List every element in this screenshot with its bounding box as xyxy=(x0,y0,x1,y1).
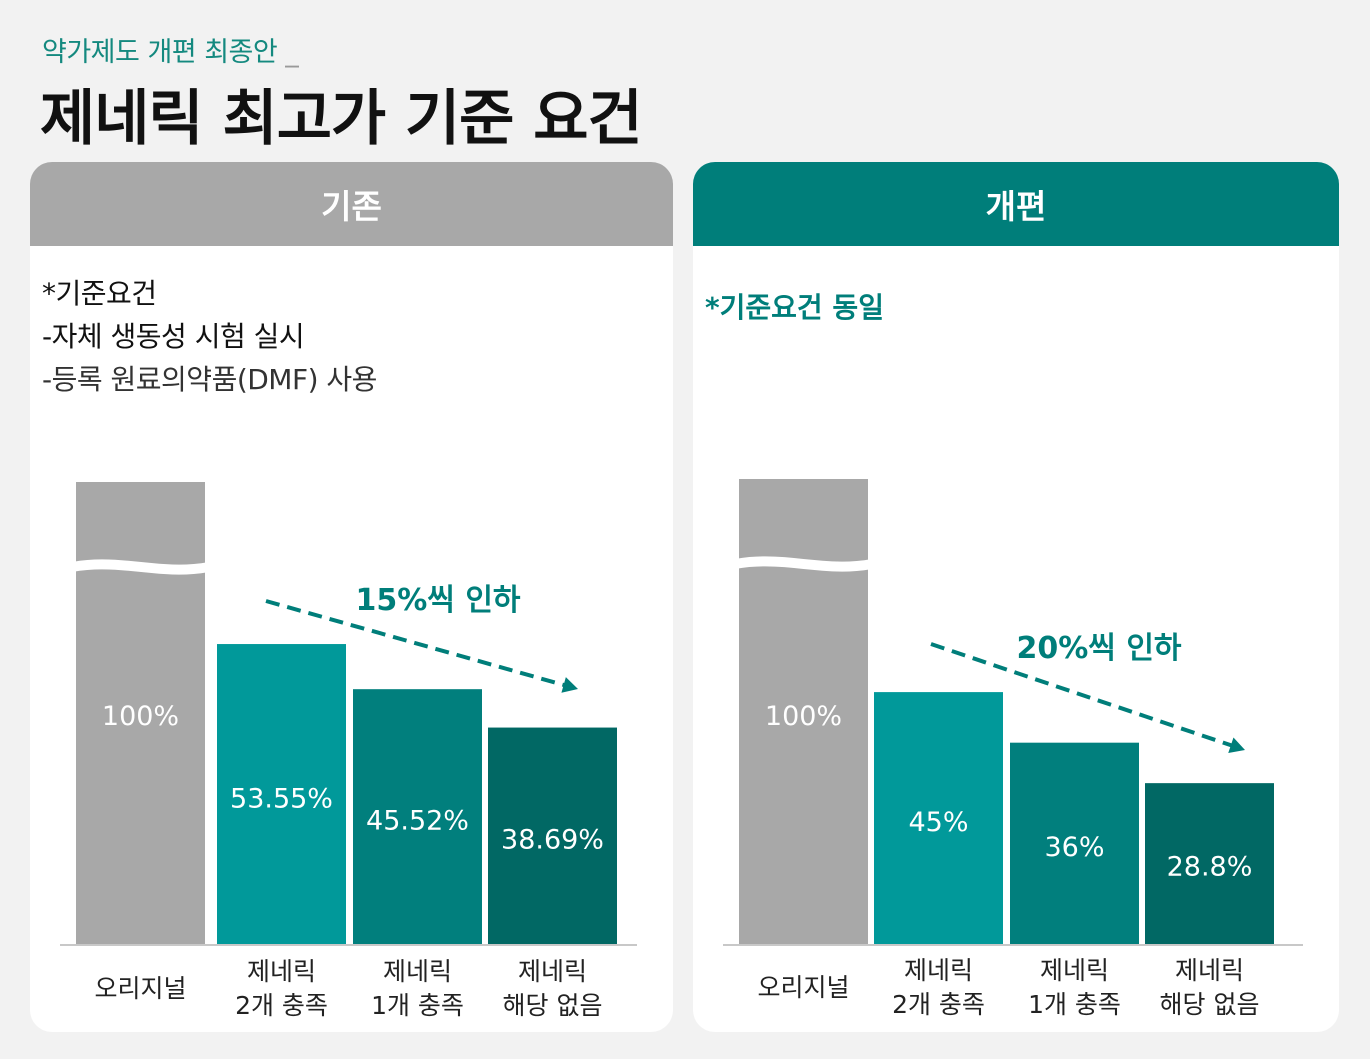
criteria-item-dmf: -등록 원료의약품(DMF) 사용 xyxy=(42,363,377,396)
data-label-1: 100% xyxy=(102,701,179,732)
category-label-2: 제네릭 2개 충족 xyxy=(892,956,985,1019)
data-label-4: 28.8% xyxy=(1167,852,1253,883)
data-label-2: 45% xyxy=(908,807,968,838)
axis-break-mark xyxy=(735,556,872,572)
trend-arrow-head xyxy=(561,677,578,693)
criteria-title: *기준요건 xyxy=(42,277,157,310)
bar-2 xyxy=(217,644,346,945)
bar-4 xyxy=(1145,783,1274,945)
panel-existing: 기존 *기준요건 -자체 생동성 시험 실시 -등록 원료의약품(DMF) 사용… xyxy=(30,162,673,1032)
trend-arrow-line xyxy=(930,642,1235,749)
panel-header-existing: 기존 xyxy=(30,162,673,246)
data-label-1: 100% xyxy=(765,701,842,732)
reduction-annotation: 20%씩 인하 xyxy=(1016,631,1181,666)
bar-1 xyxy=(76,482,205,945)
page-title: 제네릭 최고가 기준 요건 xyxy=(40,84,643,154)
bar-chart-existing: 100% 오리지널 53.55% 제네릭 2개 충족 45.52% 제네릭 1개 충족 38.6… xyxy=(60,482,637,1020)
category-label-4: 제네릭 해당 없음 xyxy=(503,957,603,1020)
reduction-annotation: 15%씩 인하 xyxy=(355,583,520,618)
page-subtitle: 약가제도 개편 최종안 _ xyxy=(42,37,299,68)
category-label-1: 오리지널 xyxy=(94,974,186,1003)
criteria-list-existing: *기준요건 -자체 생동성 시험 실시 -등록 원료의약품(DMF) 사용 xyxy=(42,272,377,401)
trend-arrow-head xyxy=(1228,737,1245,753)
criteria-item-bioequivalence: -자체 생동성 시험 실시 xyxy=(42,320,305,353)
panel-reformed: 개편 *기준요건 동일 100% 오리지널 45% 제네릭 2개 충족 36% 제네릭 1개 … xyxy=(693,162,1339,1032)
category-label-3: 제네릭 1개 충족 xyxy=(371,957,464,1020)
data-label-3: 36% xyxy=(1044,832,1104,863)
category-label-2: 제네릭 2개 충족 xyxy=(235,957,328,1020)
bar-4 xyxy=(488,727,617,945)
bar-3 xyxy=(1010,742,1139,945)
criteria-same-note: *기준요건 동일 xyxy=(705,291,884,324)
bar-chart-reformed: 100% 오리지널 45% 제네릭 2개 충족 36% 제네릭 1개 충족 28.8% 제네릭 해당… xyxy=(723,479,1303,1019)
bar-3 xyxy=(353,689,482,945)
axis-break-mark xyxy=(72,559,209,575)
data-label-4: 38.69% xyxy=(501,824,604,855)
category-label-1: 오리지널 xyxy=(757,973,849,1002)
category-label-4: 제네릭 해당 없음 xyxy=(1160,956,1260,1019)
data-label-2: 53.55% xyxy=(230,784,333,815)
subtitle-mark: _ xyxy=(285,37,299,68)
category-label-3: 제네릭 1개 충족 xyxy=(1028,956,1121,1019)
bar-2 xyxy=(874,692,1003,945)
data-label-3: 45.52% xyxy=(366,806,469,837)
trend-arrow-line xyxy=(265,599,567,688)
panel-header-reformed: 개편 xyxy=(693,162,1339,246)
